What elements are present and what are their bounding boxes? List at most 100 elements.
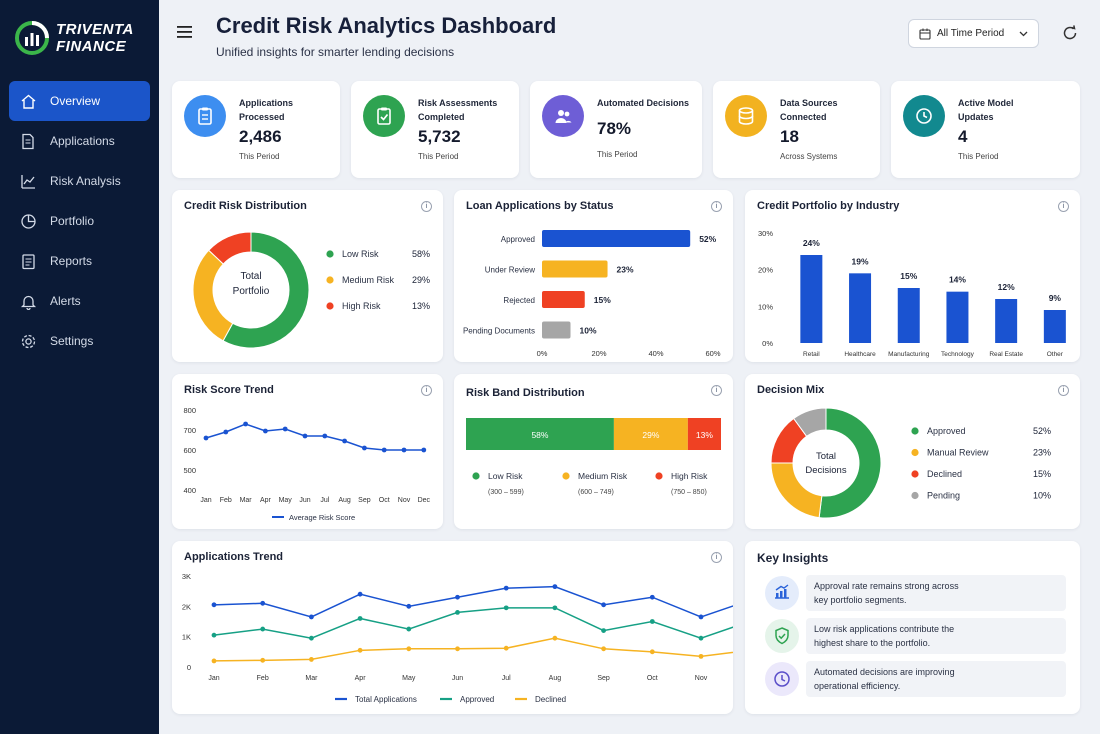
data-point[interactable]	[260, 626, 266, 632]
data-point[interactable]	[260, 657, 266, 663]
data-point[interactable]	[649, 594, 655, 600]
data-point[interactable]	[649, 619, 655, 624]
data-point[interactable]	[357, 647, 363, 653]
bar[interactable]	[542, 291, 585, 308]
x-tick-label: Oct	[379, 497, 390, 504]
data-point[interactable]	[698, 614, 704, 620]
kpi-subtext: This Period	[597, 150, 638, 159]
y-tick-label: 700	[183, 426, 196, 435]
x-tick-label: 60%	[705, 349, 720, 358]
industry-card: Credit Portfolio by Industry i 0% 10% 20% 3…	[745, 190, 1080, 362]
data-point[interactable]	[260, 600, 266, 606]
data-point[interactable]	[203, 435, 209, 441]
data-point[interactable]	[455, 594, 460, 600]
data-point[interactable]	[263, 428, 268, 434]
period-dropdown[interactable]: All Time Period	[908, 19, 1039, 48]
data-point[interactable]	[309, 635, 314, 641]
data-point[interactable]	[357, 591, 363, 597]
logo-mark-icon	[15, 21, 49, 55]
period-label: All Time Period	[937, 28, 1005, 39]
data-point[interactable]	[282, 426, 288, 432]
data-point[interactable]	[601, 628, 606, 633]
info-icon[interactable]: i	[421, 201, 432, 212]
sidebar-item-overview[interactable]: Overview	[9, 81, 150, 121]
band-segment[interactable]	[466, 418, 614, 450]
data-point[interactable]	[698, 635, 704, 641]
bar-value-label: 19%	[852, 256, 869, 266]
card-title: Loan Applications by Status	[466, 200, 614, 212]
segment-label: 29%	[642, 430, 659, 440]
band-segment[interactable]	[687, 418, 721, 450]
x-tick-label: Jun	[452, 675, 463, 682]
sidebar-item-portfolio[interactable]: Portfolio	[9, 201, 150, 241]
data-point[interactable]	[552, 635, 558, 641]
donut-slice[interactable]	[792, 407, 827, 438]
donut-slice[interactable]	[222, 231, 310, 349]
donut-slice[interactable]	[818, 407, 882, 519]
data-point[interactable]	[342, 438, 347, 444]
data-point[interactable]	[211, 602, 217, 608]
data-point[interactable]	[503, 605, 509, 611]
info-icon[interactable]: i	[711, 201, 722, 212]
donut-slice[interactable]	[208, 231, 252, 265]
kpi-card: Applications Processed 2,486 This Period	[172, 81, 340, 178]
bar[interactable]	[542, 321, 571, 339]
data-point[interactable]	[649, 649, 655, 655]
data-point[interactable]	[601, 602, 606, 608]
info-icon[interactable]: i	[421, 385, 432, 396]
bar-value-label: 9%	[1049, 293, 1062, 303]
info-icon[interactable]: i	[711, 385, 722, 396]
data-point[interactable]	[362, 445, 367, 451]
bar-value-label: 14%	[949, 275, 966, 285]
donut-slice[interactable]	[192, 249, 234, 342]
bar[interactable]	[995, 299, 1018, 343]
data-point[interactable]	[552, 584, 558, 590]
data-point[interactable]	[211, 632, 217, 638]
bar[interactable]	[849, 273, 872, 343]
info-icon[interactable]: i	[1058, 385, 1069, 396]
data-point[interactable]	[211, 658, 217, 664]
bar[interactable]	[897, 288, 920, 343]
bar[interactable]	[542, 260, 608, 278]
report-icon	[22, 253, 35, 269]
sidebar-item-alerts[interactable]: Alerts	[9, 281, 150, 321]
x-tick-label: Other	[1047, 351, 1064, 358]
home-icon	[21, 94, 36, 109]
data-point[interactable]	[223, 429, 229, 435]
refresh-icon[interactable]	[1061, 24, 1079, 42]
data-point[interactable]	[455, 610, 460, 615]
data-point[interactable]	[552, 605, 558, 611]
info-icon[interactable]: i	[711, 552, 722, 563]
data-point[interactable]	[455, 646, 460, 652]
band-segment[interactable]	[613, 418, 688, 450]
data-point[interactable]	[322, 433, 328, 439]
data-point[interactable]	[406, 626, 412, 632]
sidebar-item-applications[interactable]: Applications	[9, 121, 150, 161]
sidebar-nav: Overview Applications Risk Analysis Portfol…	[9, 81, 150, 361]
menu-icon[interactable]	[177, 25, 193, 39]
data-point[interactable]	[381, 447, 387, 453]
data-point[interactable]	[698, 653, 704, 659]
sidebar-item-risk-analysis[interactable]: Risk Analysis	[9, 161, 150, 201]
data-point[interactable]	[406, 603, 412, 609]
data-point[interactable]	[302, 433, 308, 439]
bar[interactable]	[1043, 310, 1066, 343]
data-point[interactable]	[357, 616, 363, 621]
sidebar-item-reports[interactable]: Reports	[9, 241, 150, 281]
info-icon[interactable]: i	[1058, 201, 1069, 212]
data-point[interactable]	[503, 585, 509, 591]
data-point[interactable]	[401, 447, 407, 453]
bar[interactable]	[946, 291, 969, 343]
data-point[interactable]	[421, 447, 427, 453]
data-point[interactable]	[406, 646, 412, 652]
data-point[interactable]	[309, 614, 314, 620]
sidebar-item-settings[interactable]: Settings	[9, 321, 150, 361]
checklist-icon	[377, 107, 391, 125]
bar[interactable]	[800, 255, 823, 343]
brand-logo[interactable]: TRIVENTA FINANCE	[14, 20, 134, 56]
data-point[interactable]	[309, 657, 314, 662]
data-point[interactable]	[503, 645, 509, 651]
bar[interactable]	[542, 230, 691, 247]
data-point[interactable]	[243, 421, 248, 427]
data-point[interactable]	[601, 646, 606, 652]
